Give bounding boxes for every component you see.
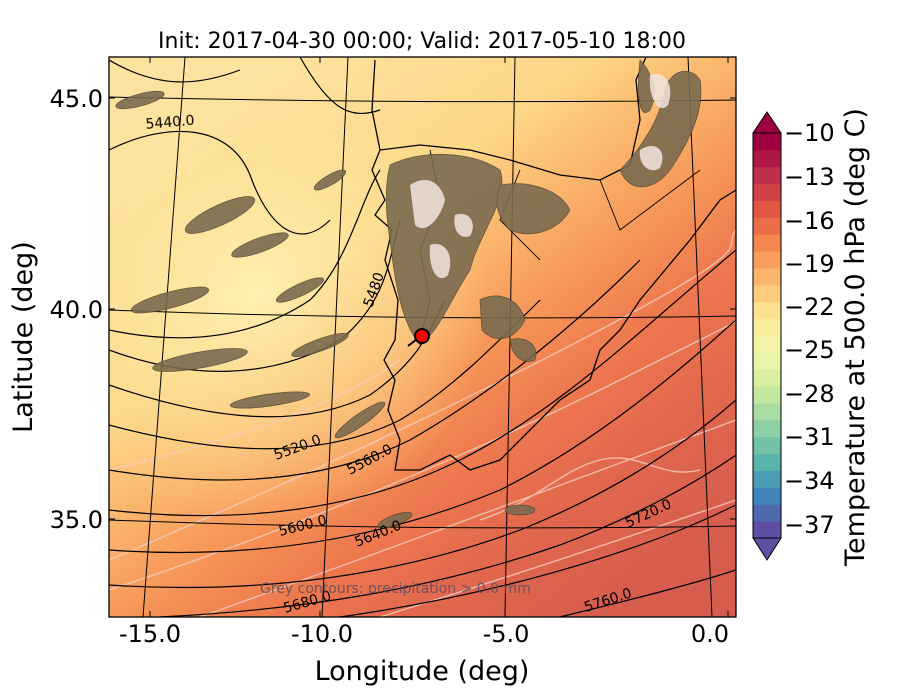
y-tick-label: 45.0 — [50, 85, 103, 113]
y-tick-label: 35.0 — [50, 506, 103, 534]
colorbar-band — [753, 453, 781, 471]
colorbar-band — [753, 521, 781, 539]
colorbar-tick: −19 — [784, 250, 835, 278]
colorbar-band — [753, 470, 781, 488]
colorbar-tick: −13 — [784, 163, 835, 191]
north-coastline — [379, 57, 647, 181]
height-contours — [109, 57, 736, 617]
colorbar-band — [753, 487, 781, 505]
colorbar-band — [753, 268, 781, 286]
precip-annotation: Grey contours: precipitation > 0.0 mm — [260, 581, 531, 597]
colorbar-band — [753, 149, 781, 168]
colorbar-tick: −37 — [784, 511, 835, 539]
colorbar-band — [753, 251, 781, 269]
colorbar-label: Temperature at 500.0 hPa (deg C) — [840, 108, 871, 567]
colorbar-band — [753, 234, 781, 252]
colorbar-band — [753, 284, 781, 303]
colorbar-top-arrow — [752, 111, 782, 134]
axis-ticks — [109, 57, 736, 617]
x-tick-label: 0.0 — [691, 620, 729, 648]
iberia-coastline — [371, 59, 736, 471]
colorbar-tick: −28 — [784, 380, 835, 408]
colorbar-tick: −25 — [784, 336, 835, 364]
snow-highlights — [410, 74, 671, 279]
colorbar-tick: −31 — [784, 423, 835, 451]
colorbar-frame — [752, 132, 782, 539]
contour-label-5440: 5440.0 — [145, 113, 195, 133]
colorbar-band — [753, 183, 781, 201]
colorbar-tick: −34 — [784, 467, 835, 495]
x-tick-label: -10.0 — [291, 620, 353, 648]
colorbar-band — [753, 369, 781, 387]
colorbar-tick-labels: −10 −13 −16 −19 −22 −25 −28 −31 −34 −37 — [784, 119, 835, 539]
colorbar-tick: −10 — [784, 119, 835, 147]
location-marker — [407, 328, 430, 347]
colorbar-band — [753, 403, 781, 421]
colorbar-band — [753, 504, 781, 522]
colorbar-band — [753, 352, 781, 370]
colorbar-band — [753, 301, 781, 320]
colorbar-band — [753, 419, 781, 438]
colorbar-band — [753, 318, 781, 336]
x-tick-label: -15.0 — [119, 620, 181, 648]
colorbar-band — [753, 335, 781, 353]
plot-frame — [108, 56, 737, 618]
colorbar: −10 −13 −16 −19 −22 −25 −28 −31 −34 −37 … — [752, 108, 871, 567]
colorbar-tick: −22 — [784, 293, 835, 321]
y-axis-label: Latitude (deg) — [8, 241, 39, 433]
x-tick-labels: -15.0 -10.0 -5.0 0.0 — [119, 620, 729, 648]
colorbar-band — [753, 217, 781, 235]
x-axis-label: Longitude (deg) — [315, 656, 530, 687]
y-tick-labels: 45.0 40.0 35.0 — [50, 85, 103, 534]
colorbar-bands — [753, 133, 781, 539]
colorbar-band — [753, 200, 781, 218]
figure-title: Init: 2017-04-30 00:00; Valid: 2017-05-1… — [158, 29, 686, 54]
colorbar-band — [753, 166, 781, 185]
colorbar-band — [753, 436, 781, 455]
colorbar-tick: −16 — [784, 207, 835, 235]
colorbar-band — [753, 133, 781, 151]
colorbar-band — [753, 386, 781, 404]
x-tick-label: -5.0 — [483, 620, 530, 648]
colorbar-bottom-arrow — [752, 537, 782, 561]
map-panel: 5440.0 5480 5520.0 5560.0 5600.0 5640.0 … — [109, 57, 736, 617]
y-tick-label: 40.0 — [50, 296, 103, 324]
